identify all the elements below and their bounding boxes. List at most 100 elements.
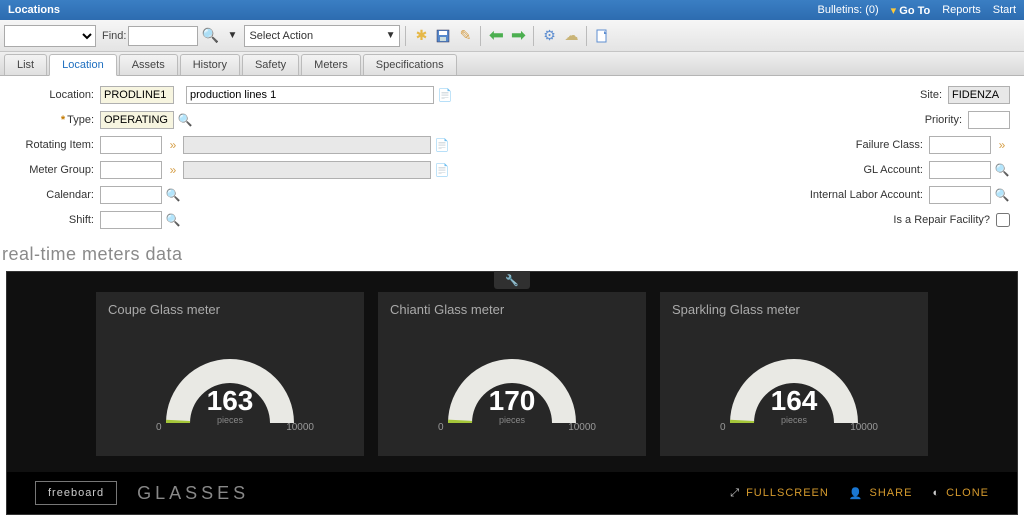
gauge-card: Sparkling Glass meter 164 pieces 0 10000: [660, 292, 928, 456]
detail-icon[interactable]: 📄: [437, 87, 453, 103]
tab-safety[interactable]: Safety: [242, 54, 299, 75]
header-bar: Locations Bulletins: (0) ▾ Go To Reports…: [0, 0, 1024, 20]
new-icon[interactable]: ✱: [411, 26, 431, 46]
separator: [480, 26, 481, 46]
gauge-max: 10000: [286, 422, 314, 433]
rotating-field[interactable]: [100, 136, 162, 154]
next-icon[interactable]: ➡: [508, 26, 528, 46]
page-title: Locations: [8, 4, 818, 16]
gauge: 164 pieces 0 10000: [694, 323, 894, 433]
dropdown-icon[interactable]: ▼: [222, 26, 242, 46]
lookup-icon[interactable]: 🔍: [994, 162, 1010, 178]
shift-label: Shift:: [14, 214, 100, 226]
gauge-title: Sparkling Glass meter: [672, 302, 916, 317]
share-icon: 👤: [849, 487, 864, 500]
gauge: 163 pieces 0 10000: [130, 323, 330, 433]
location-desc-field[interactable]: [186, 86, 434, 104]
gauge-title: Coupe Glass meter: [108, 302, 352, 317]
tab-specifications[interactable]: Specifications: [363, 54, 457, 75]
realtime-title: real-time meters data: [0, 238, 1024, 271]
failure-label: Failure Class:: [789, 139, 929, 151]
clear-icon[interactable]: ✎: [455, 26, 475, 46]
calendar-field[interactable]: [100, 186, 162, 204]
tab-row: List Location Assets History Safety Mete…: [0, 52, 1024, 76]
lookup-icon[interactable]: 🔍: [994, 187, 1010, 203]
lookup-icon[interactable]: 🔍: [165, 212, 181, 228]
tab-list[interactable]: List: [4, 54, 47, 75]
gauge-card: Coupe Glass meter 163 pieces 0 10000: [96, 292, 364, 456]
clone-icon: ◐: [932, 487, 940, 499]
metergroup-field[interactable]: [100, 161, 162, 179]
ilabor-field[interactable]: [929, 186, 991, 204]
rotating-desc-field: [183, 136, 431, 154]
search-icon[interactable]: 🔍: [200, 26, 220, 46]
tab-history[interactable]: History: [180, 54, 240, 75]
fullscreen-icon: ⤢: [730, 487, 740, 500]
gauge-value: 163: [130, 385, 330, 417]
select-action[interactable]: Select Action▼: [244, 25, 400, 47]
separator: [405, 26, 406, 46]
form-right-col: Site: Priority: Failure Class: » GL Acco…: [514, 84, 1010, 234]
detail-icon[interactable]: 📄: [434, 162, 450, 178]
toolbar: Find: 🔍 ▼ Select Action▼ ✱ ✎ ⬅ ➡ ⚙ ☁: [0, 20, 1024, 52]
failure-field[interactable]: [929, 136, 991, 154]
quick-select[interactable]: [4, 25, 96, 47]
attach-icon[interactable]: ☁: [561, 26, 581, 46]
lookup-icon[interactable]: 🔍: [165, 187, 181, 203]
gauge-value: 164: [694, 385, 894, 417]
site-label: Site:: [808, 89, 948, 101]
priority-field[interactable]: [968, 111, 1010, 129]
gauge-min: 0: [438, 422, 444, 433]
type-field[interactable]: [100, 111, 174, 129]
gauge-card: Chianti Glass meter 170 pieces 0 10000: [378, 292, 646, 456]
freeboard-logo: freeboard: [35, 481, 117, 505]
cards-row: Coupe Glass meter 163 pieces 0 10000 Chi…: [7, 284, 1017, 472]
clone-button[interactable]: ◐CLONE: [932, 487, 989, 499]
wrench-icon[interactable]: 🔧: [494, 271, 530, 289]
tab-location[interactable]: Location: [49, 54, 117, 76]
gauge-max: 10000: [568, 422, 596, 433]
metergroup-desc-field: [183, 161, 431, 179]
rotating-label: Rotating Item:: [14, 139, 100, 151]
location-label: Location:: [14, 89, 100, 101]
bulletins-link[interactable]: Bulletins: (0): [818, 4, 879, 16]
gl-field[interactable]: [929, 161, 991, 179]
gauge-value: 170: [412, 385, 612, 417]
save-icon[interactable]: [433, 26, 453, 46]
find-input[interactable]: [128, 26, 198, 46]
separator: [533, 26, 534, 46]
gauge-max: 10000: [850, 422, 878, 433]
workflow-icon[interactable]: ⚙: [539, 26, 559, 46]
reports-link[interactable]: Reports: [942, 4, 981, 16]
site-field: [948, 86, 1010, 104]
goto-link[interactable]: ▾ Go To: [891, 4, 931, 17]
gauge: 170 pieces 0 10000: [412, 323, 612, 433]
form-area: Location: 📄 *Type: 🔍 Rotating Item: » 📄 …: [0, 76, 1024, 238]
gauge-title: Chianti Glass meter: [390, 302, 634, 317]
repair-label: Is a Repair Facility?: [856, 214, 996, 226]
detail-icon[interactable]: 📄: [434, 137, 450, 153]
form-left-col: Location: 📄 *Type: 🔍 Rotating Item: » 📄 …: [14, 84, 474, 234]
start-link[interactable]: Start: [993, 4, 1016, 16]
chevron-icon[interactable]: »: [165, 137, 181, 153]
chevron-icon[interactable]: »: [165, 162, 181, 178]
location-field[interactable]: [100, 86, 174, 104]
lookup-icon[interactable]: 🔍: [177, 112, 193, 128]
dashboard-name: GLASSES: [137, 483, 249, 504]
realtime-panel: 🔧 Coupe Glass meter 163 pieces 0 10000 C…: [6, 271, 1018, 515]
gauge-min: 0: [720, 422, 726, 433]
tab-assets[interactable]: Assets: [119, 54, 178, 75]
repair-checkbox[interactable]: [996, 213, 1010, 227]
prev-icon[interactable]: ⬅: [486, 26, 506, 46]
chevron-icon[interactable]: »: [994, 137, 1010, 153]
header-right: Bulletins: (0) ▾ Go To Reports Start: [818, 4, 1016, 17]
gauge-min: 0: [156, 422, 162, 433]
priority-label: Priority:: [828, 114, 968, 126]
share-button[interactable]: 👤SHARE: [849, 487, 913, 500]
tab-meters[interactable]: Meters: [301, 54, 361, 75]
goto-icon: ▾: [891, 5, 897, 17]
separator: [586, 26, 587, 46]
report-icon[interactable]: [592, 26, 612, 46]
shift-field[interactable]: [100, 211, 162, 229]
fullscreen-button[interactable]: ⤢FULLSCREEN: [730, 487, 829, 500]
